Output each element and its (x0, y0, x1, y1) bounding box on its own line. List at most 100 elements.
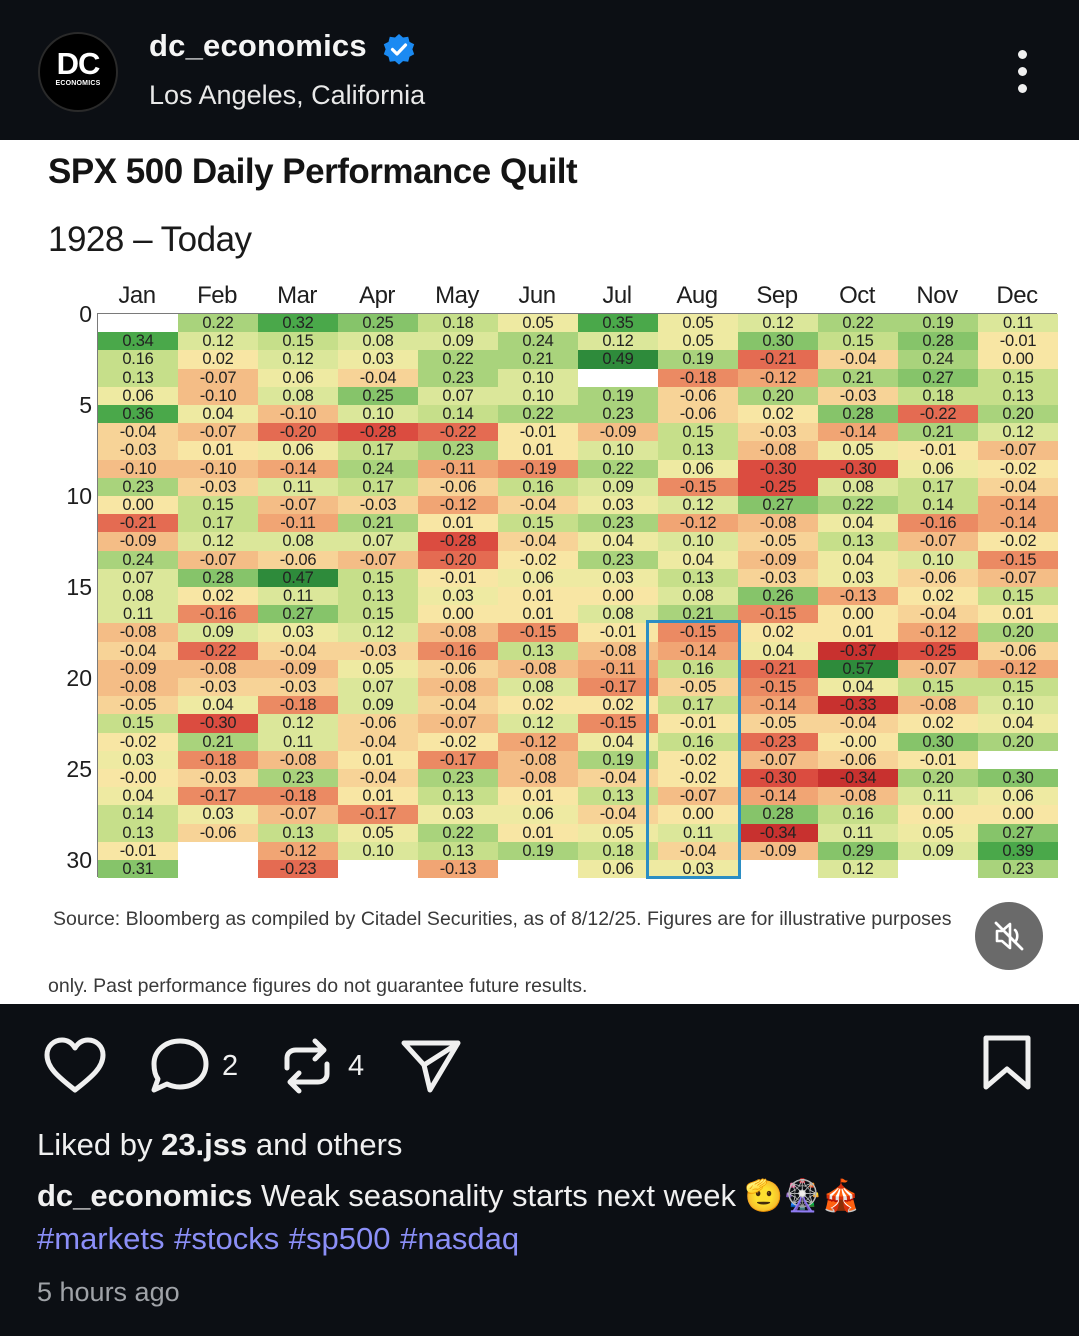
quilt-cell: 0.00 (578, 587, 658, 606)
quilt-cell: 0.21 (818, 368, 898, 387)
quilt-cell: -0.04 (98, 423, 178, 442)
post-location[interactable]: Los Angeles, California (149, 80, 426, 110)
send-icon[interactable] (400, 1036, 464, 1096)
quilt-cell: 0.05 (498, 314, 578, 333)
username[interactable]: dc_economics (149, 28, 367, 63)
quilt-cell: -0.04 (258, 641, 338, 660)
quilt-cell: -0.15 (978, 550, 1058, 569)
quilt-cell: 0.12 (258, 350, 338, 369)
avatar[interactable]: DC ECONOMICS (38, 32, 118, 112)
quilt-cell: 0.24 (338, 459, 418, 478)
quilt-cell: 0.12 (978, 423, 1058, 442)
quilt-cell: -0.15 (658, 623, 738, 642)
quilt-cell: -0.07 (338, 550, 418, 569)
quilt-cell: 0.28 (898, 332, 978, 351)
quilt-cell: 0.03 (418, 805, 498, 824)
quilt-cell: -0.06 (658, 386, 738, 405)
quilt-cell: 0.06 (258, 441, 338, 460)
quilt-cell: 0.11 (258, 587, 338, 606)
quilt-cell: -0.21 (738, 350, 818, 369)
quilt-cell: -0.02 (978, 532, 1058, 551)
quilt-cell: -0.04 (498, 532, 578, 551)
quilt-cell: -0.07 (178, 423, 258, 442)
quilt-cell (898, 860, 978, 879)
quilt-cell: 0.01 (978, 605, 1058, 624)
quilt-cell: 0.12 (258, 714, 338, 733)
quilt-cell: -0.08 (418, 623, 498, 642)
quilt-cell: 0.31 (98, 860, 178, 879)
likes-summary[interactable]: Liked by 23.jss and others (37, 1127, 402, 1163)
quilt-cell: 0.25 (338, 386, 418, 405)
quilt-cell: 0.11 (258, 732, 338, 751)
quilt-cell: 0.01 (498, 787, 578, 806)
likes-suffix: and others (247, 1127, 403, 1162)
quilt-cell: 0.17 (178, 514, 258, 533)
quilt-cell: -0.04 (98, 641, 178, 660)
performance-quilt-grid: 0.22 0.32 0.25 0.18 0.05 0.35 0.05 0.12 0.22 0.19… (97, 313, 1058, 879)
bookmark-icon[interactable] (980, 1034, 1034, 1092)
heart-icon[interactable] (43, 1036, 107, 1096)
quilt-cell: -0.07 (898, 532, 978, 551)
quilt-cell: 0.12 (338, 623, 418, 642)
quilt-cell: -0.21 (738, 659, 818, 678)
quilt-cell: -0.03 (178, 477, 258, 496)
post-image[interactable]: SPX 500 Daily Performance Quilt 1928 – T… (0, 140, 1079, 1004)
quilt-cell: 0.47 (258, 568, 338, 587)
repost-icon[interactable] (279, 1036, 335, 1096)
quilt-cell: 0.15 (978, 678, 1058, 697)
quilt-cell: 0.34 (98, 332, 178, 351)
quilt-cell: 0.03 (338, 350, 418, 369)
quilt-cell: -0.37 (818, 641, 898, 660)
more-vertical-icon[interactable] (1006, 50, 1038, 94)
quilt-cell: 0.04 (818, 514, 898, 533)
quilt-cell: -0.08 (738, 441, 818, 460)
quilt-cell: -0.28 (418, 532, 498, 551)
quilt-cell: -0.08 (738, 514, 818, 533)
quilt-cell: 0.14 (418, 405, 498, 424)
comment-bubble-icon[interactable] (148, 1036, 212, 1096)
quilt-cell: 0.04 (178, 405, 258, 424)
quilt-cell: -0.25 (738, 477, 818, 496)
quilt-cell: -0.06 (418, 659, 498, 678)
quilt-cell: 0.20 (978, 405, 1058, 424)
month-label: Jul (602, 282, 632, 309)
quilt-cell: -0.11 (258, 514, 338, 533)
quilt-cell: -0.00 (98, 769, 178, 788)
quilt-cell: -0.02 (978, 459, 1058, 478)
quilt-cell: -0.14 (658, 641, 738, 660)
quilt-cell: -0.15 (738, 605, 818, 624)
quilt-cell: -0.16 (418, 641, 498, 660)
quilt-cell: 0.04 (98, 787, 178, 806)
quilt-cell: -0.05 (98, 696, 178, 715)
quilt-cell: 0.06 (578, 860, 658, 879)
liked-by-user[interactable]: 23.jss (161, 1127, 248, 1162)
month-label: Dec (996, 282, 1038, 309)
caption-username[interactable]: dc_economics (37, 1178, 253, 1213)
aug-highlight-box (646, 620, 741, 879)
quilt-cell: 0.23 (418, 368, 498, 387)
quilt-cell: -0.02 (498, 550, 578, 569)
quilt-cell: -0.00 (818, 732, 898, 751)
quilt-cell: 0.06 (658, 459, 738, 478)
quilt-cell: 0.01 (178, 441, 258, 460)
quilt-cell: 0.19 (578, 750, 658, 769)
quilt-cell: 0.08 (98, 587, 178, 606)
quilt-cell: 0.17 (338, 477, 418, 496)
day-tick-label: 15 (66, 574, 92, 600)
quilt-cell: 0.05 (658, 332, 738, 351)
quilt-cell: -0.04 (818, 714, 898, 733)
quilt-cell: -0.06 (898, 568, 978, 587)
quilt-cell: 0.15 (338, 568, 418, 587)
quilt-cell: 0.20 (898, 769, 978, 788)
mute-toggle-button[interactable] (975, 902, 1043, 970)
quilt-cell: 0.22 (418, 350, 498, 369)
quilt-cell: -0.04 (658, 841, 738, 860)
quilt-cell: -0.12 (498, 732, 578, 751)
quilt-cell: -0.01 (978, 332, 1058, 351)
quilt-cell: 0.11 (978, 314, 1058, 333)
quilt-cell: -0.01 (658, 714, 738, 733)
quilt-cell: -0.30 (818, 459, 898, 478)
quilt-cell: 0.22 (498, 405, 578, 424)
quilt-cell: -0.10 (178, 459, 258, 478)
hashtags[interactable]: #markets #stocks #sp500 #nasdaq (37, 1221, 520, 1256)
